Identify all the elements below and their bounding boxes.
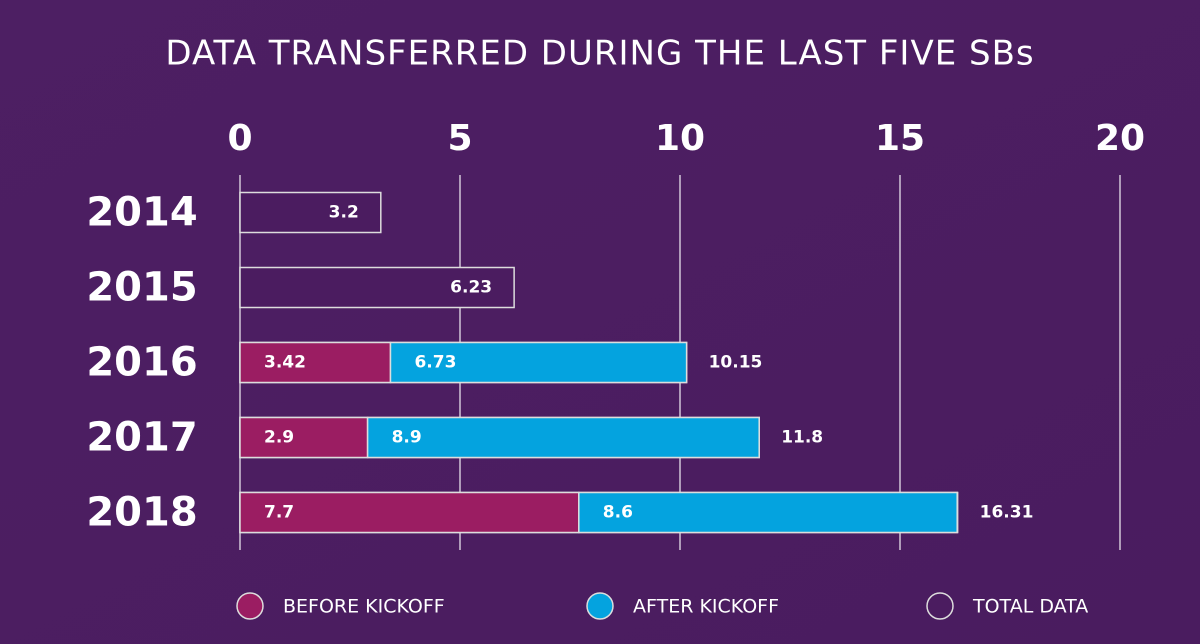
x-tick-label: 15 (875, 118, 925, 159)
value-label: 2.9 (264, 428, 294, 448)
legend-label: AFTER KICKOFF (633, 596, 779, 618)
bar-segment (239, 416, 369, 459)
legend-swatch (926, 592, 954, 620)
category-label: 2014 (86, 190, 197, 236)
legend-label: BEFORE KICKOFF (283, 596, 445, 618)
bar-segment (578, 491, 958, 534)
x-tick-label: 5 (447, 118, 472, 159)
x-tick-label: 20 (1095, 118, 1145, 159)
bar-segment (366, 416, 760, 459)
category-label: 2017 (86, 415, 197, 461)
x-tick-label: 0 (227, 118, 252, 159)
legend-swatch (586, 592, 614, 620)
value-label: 8.9 (392, 428, 422, 448)
total-label: 16.31 (980, 503, 1034, 523)
value-label: 8.6 (603, 503, 633, 523)
value-label: 7.7 (264, 503, 294, 523)
category-label: 2018 (86, 490, 197, 536)
total-bar (239, 191, 382, 234)
total-label: 10.15 (709, 353, 763, 373)
category-label: 2015 (86, 265, 197, 311)
legend-swatch (236, 592, 264, 620)
category-label: 2016 (86, 340, 197, 386)
bar-segment (239, 341, 392, 384)
legend-label: TOTAL DATA (972, 596, 1088, 618)
chart-title: DATA TRANSFERRED DURING THE LAST FIVE SB… (165, 34, 1034, 74)
total-bar (239, 266, 515, 309)
bar-segment (389, 341, 688, 384)
value-label: 3.42 (264, 353, 306, 373)
total-label: 6.23 (450, 278, 492, 298)
value-label: 6.73 (414, 353, 456, 373)
total-label: 11.8 (781, 428, 823, 448)
total-label: 3.2 (329, 203, 359, 223)
x-tick-label: 10 (655, 118, 705, 159)
